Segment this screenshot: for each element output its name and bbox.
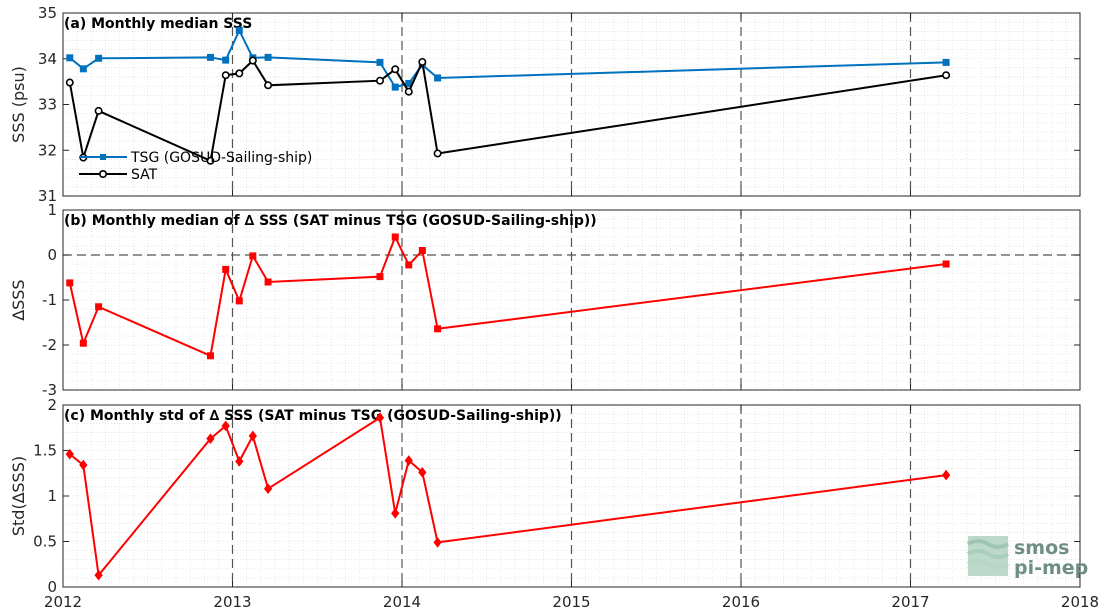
data-point: [376, 58, 384, 66]
data-point: [264, 278, 272, 286]
panel-title: (b) Monthly median of ∆ SSS (SAT minus T…: [64, 213, 597, 229]
y-tick-label: 0: [47, 578, 57, 596]
data-point: [942, 260, 950, 268]
data-point: [391, 507, 400, 519]
data-point: [249, 252, 257, 260]
data-point: [66, 279, 74, 287]
data-point: [65, 78, 74, 87]
data-point: [235, 26, 243, 34]
panel-title: (c) Monthly std of ∆ SSS (SAT minus TSG …: [64, 408, 562, 424]
x-tick-label: 2012: [44, 593, 82, 611]
data-point: [404, 87, 413, 96]
x-tick-label: 2013: [213, 593, 251, 611]
data-point: [94, 569, 103, 581]
data-point: [222, 265, 230, 273]
x-tick-label: 2015: [552, 593, 590, 611]
panel-b-delta-sss: -3 -2 -1 0 1 ∆SSS (b) Monthly median of ∆ SSS …: [9, 201, 1081, 399]
smos-pimep-logo: smos pi-mep: [966, 536, 1088, 579]
data-point: [235, 297, 243, 305]
panel-c-std-delta-sss: 0 0.5 1 1.5 2 2012 2013 2014 2015 2016 2017 2018 Std…: [9, 396, 1099, 611]
data-point: [404, 455, 413, 466]
x-tick-label: 2016: [722, 593, 760, 611]
y-tick-label: 34: [38, 50, 57, 68]
data-point: [206, 433, 215, 444]
data-point: [418, 247, 426, 254]
panel-title: (a) Monthly median SSS: [64, 16, 252, 32]
data-point: [235, 69, 244, 78]
data-point: [263, 483, 273, 495]
data-point: [391, 233, 399, 241]
legend-marker: [100, 154, 106, 160]
data-point: [375, 412, 385, 424]
data-point: [221, 71, 230, 80]
data-point: [66, 54, 74, 62]
data-point: [942, 71, 951, 80]
y-tick-label: 32: [38, 141, 57, 159]
data-point: [418, 467, 427, 478]
y-tick-label: 31: [38, 187, 57, 205]
y-axis-label: ∆SSS: [9, 279, 28, 321]
y-tick-label: 35: [38, 4, 57, 22]
data-point: [206, 53, 214, 61]
data-point: [941, 469, 951, 481]
data-point: [434, 325, 442, 333]
y-axis-label: Std(∆SSS): [9, 456, 28, 536]
panel-a-sss: 31 32 33 34 35 SSS (psu) (a) Monthly median SS…: [9, 4, 1081, 205]
logo-text-smos: smos: [1014, 537, 1069, 559]
y-tick-label: 1.5: [33, 442, 57, 460]
y-tick-label: 1: [47, 201, 57, 219]
data-point: [65, 448, 74, 460]
data-point: [434, 74, 442, 82]
data-point: [942, 58, 950, 66]
x-tick-label: 2018: [1061, 593, 1099, 611]
y-tick-label: -2: [42, 336, 57, 354]
data-point: [94, 106, 103, 115]
x-tick-label: 2017: [891, 593, 929, 611]
data-point: [418, 57, 427, 66]
data-point: [235, 456, 244, 467]
y-tick-label: 0: [47, 246, 57, 264]
data-point: [391, 65, 400, 74]
data-point: [95, 303, 103, 311]
y-tick-label: 1: [47, 487, 57, 505]
legend: TSG (GOSUD-Sailing-ship)SAT: [79, 150, 312, 183]
data-point: [79, 65, 87, 73]
data-point: [264, 53, 272, 61]
data-point: [391, 83, 399, 91]
series-line: [68, 58, 947, 163]
legend-marker: [99, 170, 108, 179]
legend-label: SAT: [131, 167, 158, 183]
y-tick-label: 33: [38, 96, 57, 114]
data-point: [79, 339, 87, 347]
logo-text-pimep: pi-mep: [1014, 557, 1088, 579]
data-point: [376, 273, 384, 281]
data-point: [221, 420, 230, 432]
data-point: [433, 149, 442, 158]
y-tick-label: 0.5: [33, 533, 57, 551]
x-tick-label: 2014: [383, 593, 421, 611]
data-point: [264, 81, 273, 90]
data-point: [222, 56, 230, 64]
data-point: [405, 261, 413, 269]
data-point: [206, 156, 215, 165]
data-point: [433, 537, 442, 548]
data-point: [375, 76, 384, 85]
data-point: [95, 54, 103, 62]
y-tick-label: 2: [47, 396, 57, 414]
y-axis-label: SSS (psu): [9, 66, 28, 143]
y-tick-label: -3: [42, 381, 57, 399]
data-point: [79, 459, 88, 471]
data-point: [248, 56, 257, 65]
y-tick-label: -1: [42, 291, 57, 309]
data-point: [206, 352, 214, 360]
logo-wave-icon: [966, 536, 1010, 576]
legend-label: TSG (GOSUD-Sailing-ship): [130, 150, 312, 166]
data-point: [248, 430, 257, 442]
